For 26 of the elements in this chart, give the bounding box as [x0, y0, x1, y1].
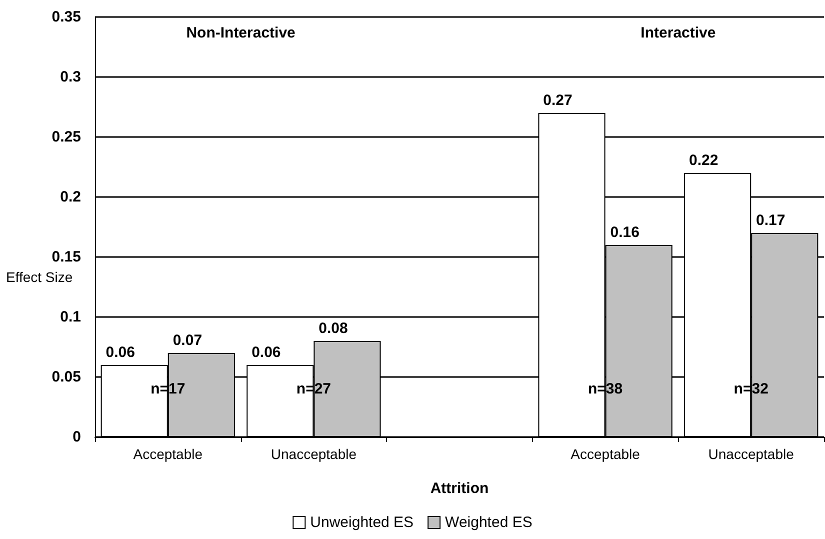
y-tick-label: 0.25: [52, 128, 81, 146]
y-axis-title: Effect Size: [6, 269, 73, 285]
y-tick-label: 0.1: [60, 308, 81, 326]
data-label: 0.22: [688, 152, 718, 169]
y-tick-label: 0.15: [52, 248, 81, 266]
x-tick-label: Unacceptable: [270, 446, 357, 462]
x-tick-label: Acceptable: [570, 446, 640, 462]
x-axis-title: Attrition: [430, 480, 489, 497]
y-tick-label: 0.2: [60, 188, 81, 206]
legend-label: Unweighted ES: [310, 514, 414, 531]
legend-label: Weighted ES: [445, 514, 532, 531]
data-label: 0.06: [252, 344, 281, 361]
data-label: 0.07: [172, 332, 202, 349]
data-label: 0.16: [610, 224, 640, 241]
data-label: 0.08: [318, 320, 348, 337]
y-tick-label: 0.3: [60, 68, 81, 86]
data-label: 0.06: [106, 344, 135, 361]
data-label: 0.17: [756, 212, 786, 229]
x-tick-label: Acceptable: [133, 446, 203, 462]
x-tick-label: Unacceptable: [708, 446, 794, 462]
data-label: 0.27: [543, 92, 572, 109]
y-tick-label: 0.35: [52, 8, 81, 26]
y-tick-label: 0: [72, 428, 81, 446]
annotation: Non-Interactive: [186, 24, 296, 42]
y-tick-label: 0.05: [52, 368, 81, 386]
annotation: Interactive: [640, 24, 716, 42]
